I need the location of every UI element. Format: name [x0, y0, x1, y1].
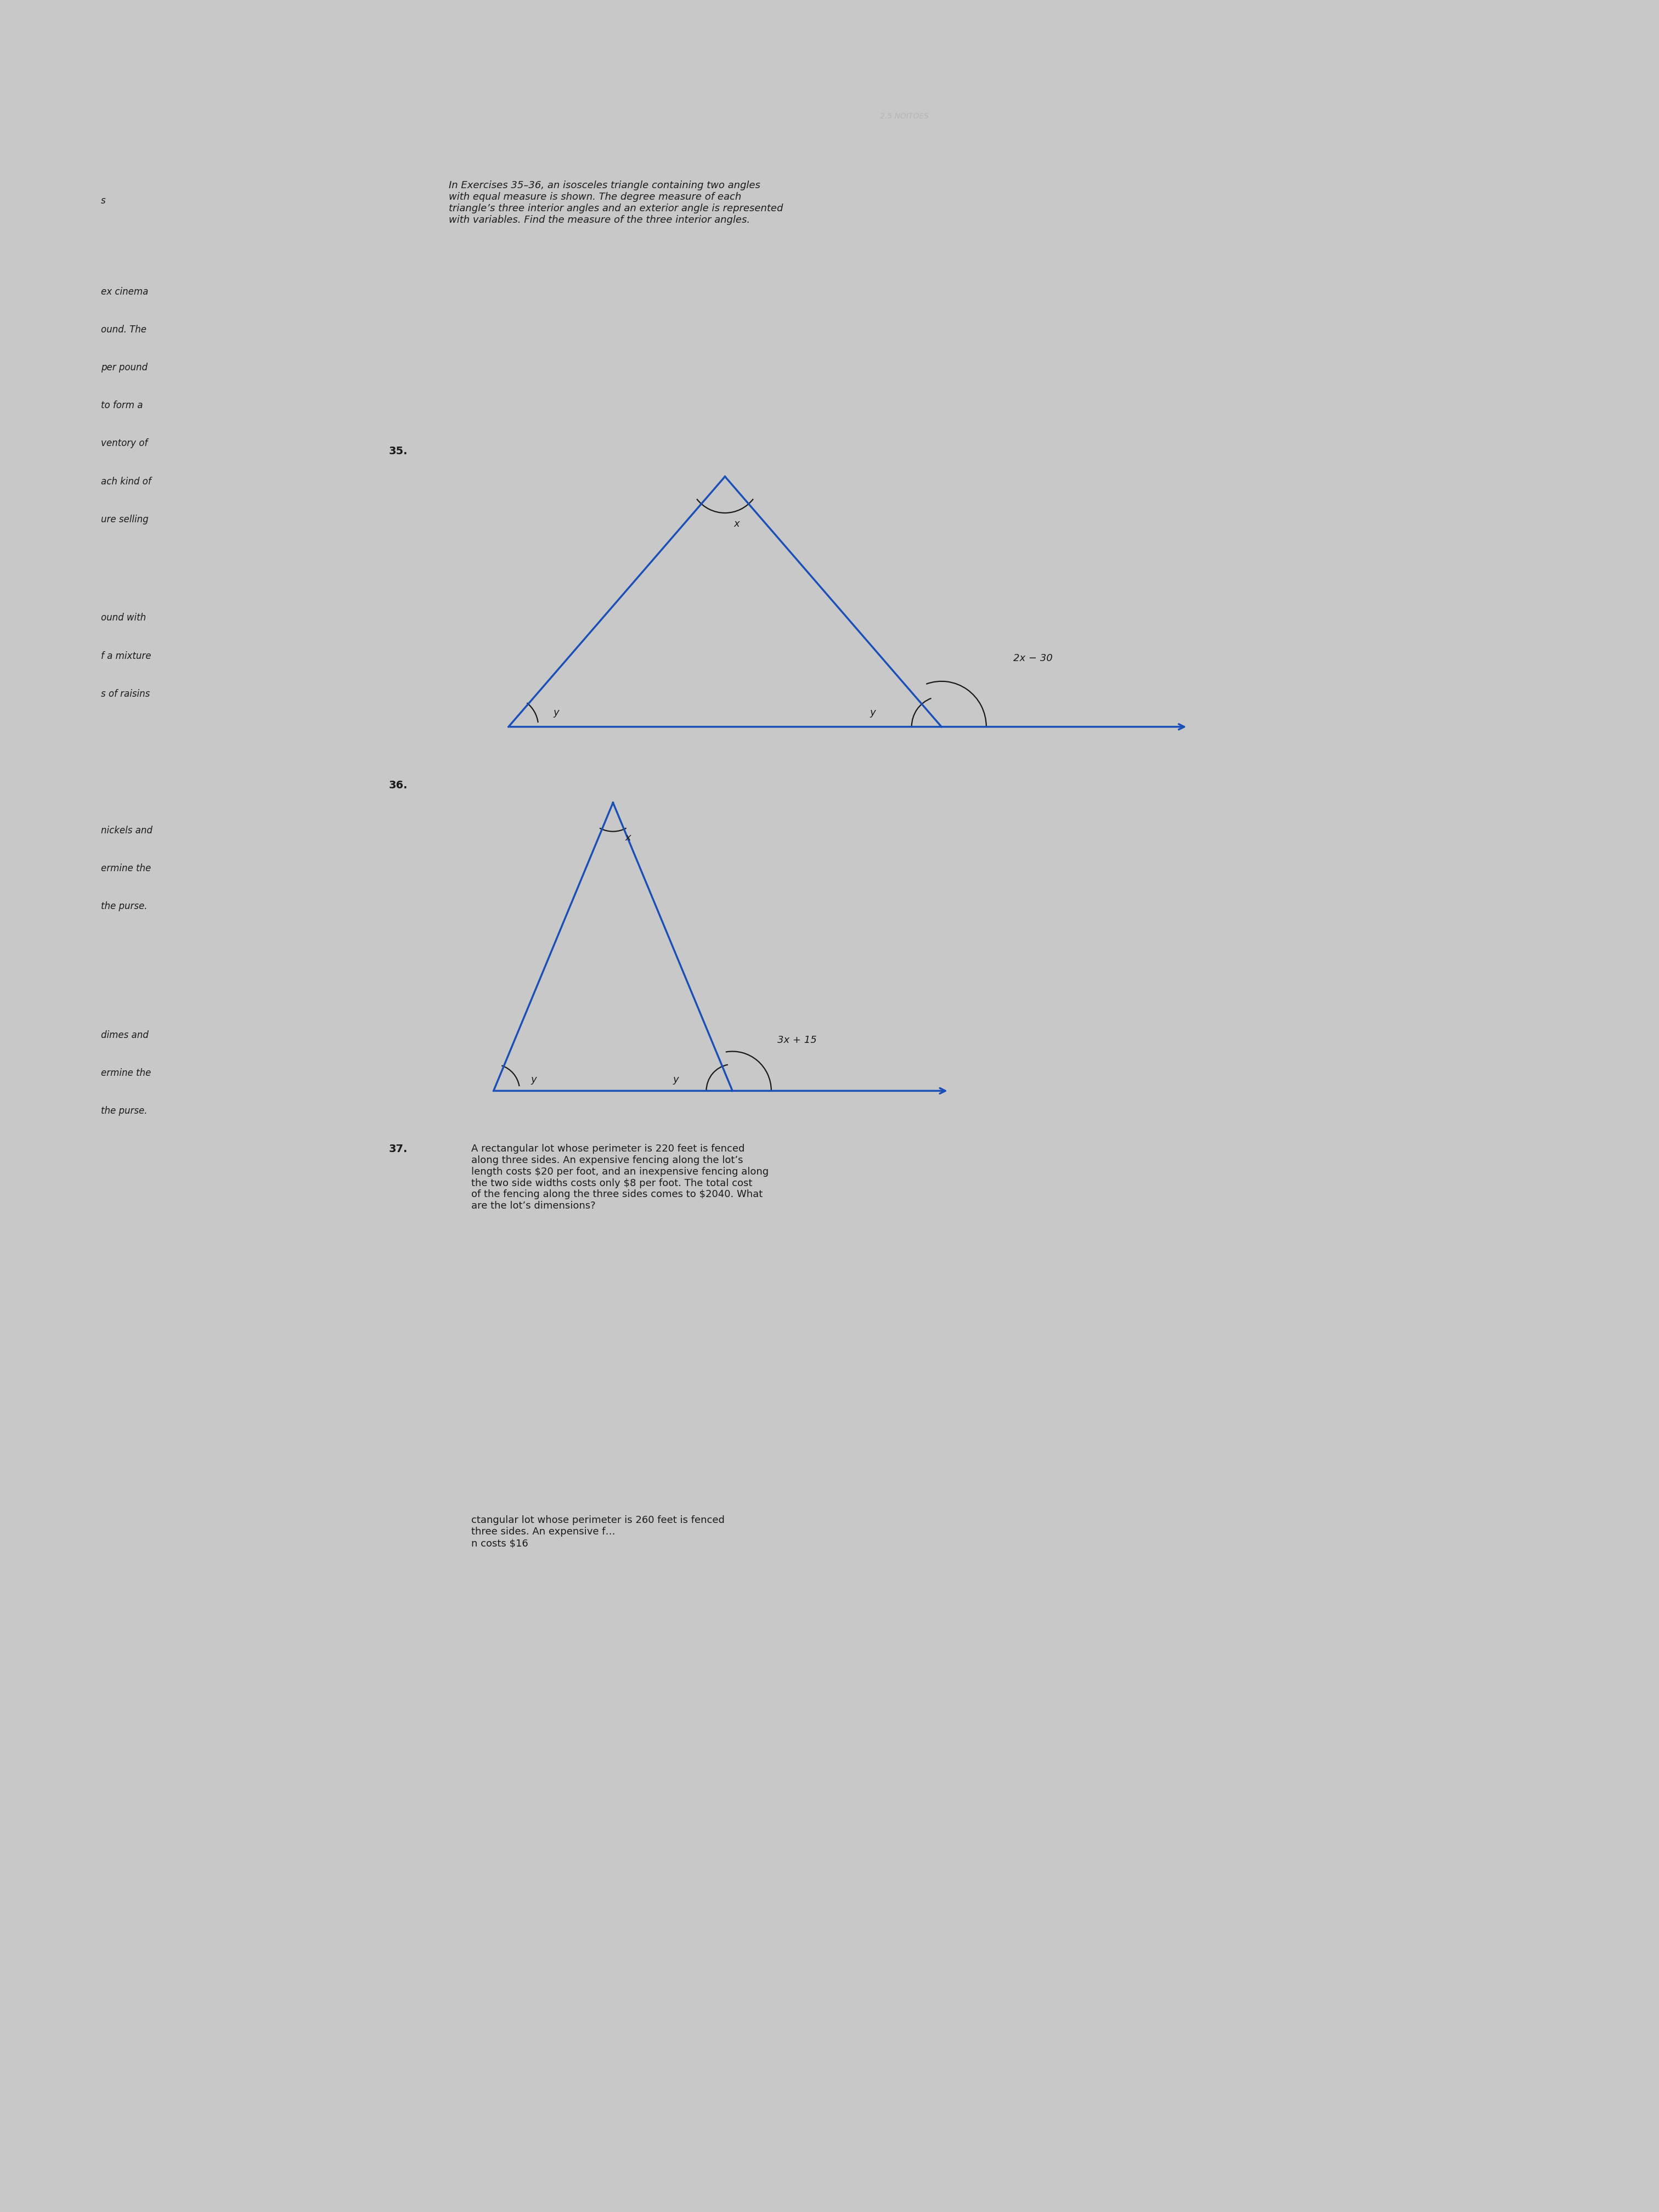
Text: the purse.: the purse. — [101, 1106, 148, 1115]
Text: ex cinema: ex cinema — [101, 288, 148, 296]
Text: 35.: 35. — [388, 447, 408, 456]
Text: per pound: per pound — [101, 363, 148, 372]
Text: x: x — [733, 520, 740, 529]
Text: f a mixture: f a mixture — [101, 650, 151, 661]
Text: ermine the: ermine the — [101, 863, 151, 874]
Text: s of raisins: s of raisins — [101, 688, 149, 699]
Text: ventory of: ventory of — [101, 438, 148, 449]
Text: 3x + 15: 3x + 15 — [776, 1035, 816, 1046]
Text: y: y — [531, 1075, 538, 1084]
Text: to form a: to form a — [101, 400, 143, 411]
Text: ctangular lot whose perimeter is 260 feet is fenced
three sides. An expensive f…: ctangular lot whose perimeter is 260 fee… — [471, 1515, 725, 1548]
Text: dimes and: dimes and — [101, 1031, 148, 1040]
Text: 37.: 37. — [388, 1144, 408, 1155]
Text: In Exercises 35–36, an isosceles triangle containing two angles
with equal measu: In Exercises 35–36, an isosceles triangl… — [450, 181, 783, 226]
Text: the purse.: the purse. — [101, 900, 148, 911]
Text: nickels and: nickels and — [101, 825, 153, 836]
Text: 36.: 36. — [388, 781, 408, 790]
Text: s: s — [101, 197, 106, 206]
Text: ach kind of: ach kind of — [101, 476, 151, 487]
Text: y: y — [869, 708, 876, 717]
Text: ound with: ound with — [101, 613, 146, 624]
Text: A rectangular lot whose perimeter is 220 feet is fenced
along three sides. An ex: A rectangular lot whose perimeter is 220… — [471, 1144, 768, 1210]
Text: y: y — [674, 1075, 679, 1084]
Text: y: y — [554, 708, 559, 717]
Text: 2x − 30: 2x − 30 — [1014, 653, 1052, 664]
Text: ermine the: ermine the — [101, 1068, 151, 1077]
Text: x: x — [625, 834, 630, 843]
Text: ure selling: ure selling — [101, 515, 148, 524]
Text: ound. The: ound. The — [101, 325, 146, 334]
Text: 2.5 NOITOES: 2.5 NOITOES — [879, 113, 929, 119]
